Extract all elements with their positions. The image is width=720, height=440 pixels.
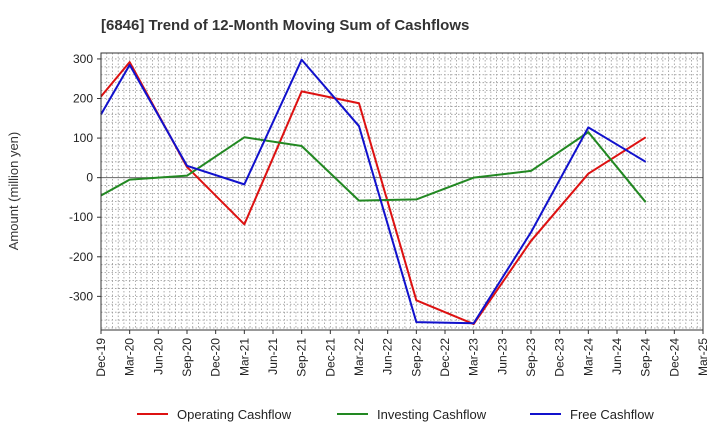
x-tick-label: Jun-20	[151, 338, 165, 375]
grid	[101, 53, 703, 330]
x-tick-label: Jun-21	[266, 338, 280, 375]
x-tick-label: Mar-21	[237, 338, 251, 376]
x-tick-label: Dec-23	[553, 338, 567, 377]
x-tick-label: Dec-19	[94, 338, 108, 377]
legend-label-investing-cashflow: Investing Cashflow	[377, 407, 487, 422]
x-tick-label: Mar-22	[352, 338, 366, 376]
x-tick-label: Jun-22	[381, 338, 395, 375]
x-tick-label: Dec-21	[323, 338, 337, 377]
y-tick-label: -100	[69, 210, 93, 224]
y-tick-label: 200	[73, 92, 93, 106]
legend: Operating Cashflow Investing Cashflow Free…	[137, 407, 654, 422]
y-axis-ticks: 300 200 100 0 -100 -200 -300	[69, 52, 101, 303]
chart-title: [6846] Trend of 12-Month Moving Sum of C…	[101, 17, 469, 34]
x-tick-label: Sep-23	[524, 338, 538, 377]
y-axis-label: Amount (million yen)	[6, 132, 21, 251]
series-line-investing-cashflow	[100, 131, 647, 203]
x-tick-label: Sep-24	[639, 338, 653, 377]
x-tick-label: Jun-23	[495, 338, 509, 375]
y-tick-label: 100	[73, 131, 93, 145]
y-tick-label: 300	[73, 52, 93, 66]
y-tick-label: 0	[86, 171, 93, 185]
legend-label-free-cashflow: Free Cashflow	[570, 407, 654, 422]
x-tick-label: Jun-24	[610, 338, 624, 375]
legend-label-operating-cashflow: Operating Cashflow	[177, 407, 292, 422]
plot-frame	[100, 52, 704, 331]
x-tick-label: Dec-22	[438, 338, 452, 377]
x-tick-label: Sep-22	[409, 338, 423, 377]
x-tick-label: Sep-20	[180, 338, 194, 377]
x-tick-label: Mar-20	[123, 338, 137, 376]
x-tick-label: Dec-20	[209, 338, 223, 377]
x-axis-ticks: Dec-19 Mar-20 Jun-20 Sep-20 Dec-20 Mar-21 Jun-…	[94, 330, 710, 377]
x-tick-label: Mar-23	[467, 338, 481, 376]
x-tick-label: Sep-21	[295, 338, 309, 377]
y-tick-label: -300	[69, 289, 93, 303]
x-tick-label: Mar-25	[696, 338, 710, 376]
x-tick-label: Mar-24	[581, 338, 595, 376]
series-lines	[100, 58, 647, 326]
x-tick-label: Dec-24	[667, 338, 681, 377]
series-line-free-cashflow	[100, 58, 647, 325]
plot-border	[100, 52, 704, 331]
y-tick-label: -200	[69, 250, 93, 264]
